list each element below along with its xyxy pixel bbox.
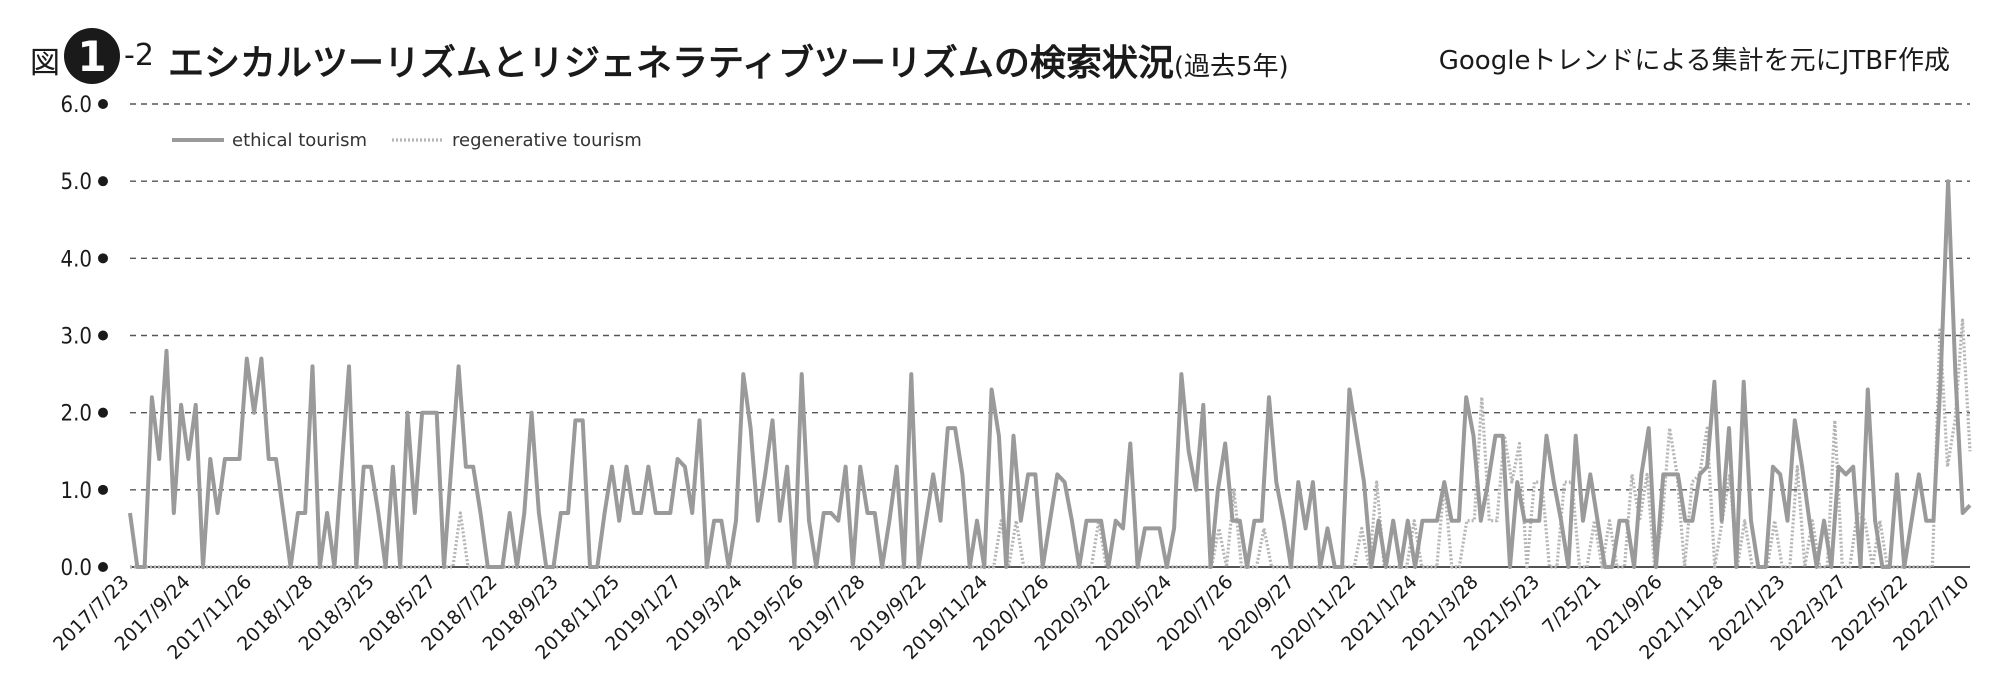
y-tick-dot-1 xyxy=(98,484,108,495)
y-tick-label-5: 5.0 xyxy=(61,170,92,195)
y-tick-dot-2 xyxy=(98,407,108,418)
series-line-ethical xyxy=(128,179,1972,569)
x-axis: 2017/7/232017/9/242017/11/262018/1/28201… xyxy=(49,571,1973,664)
source-note: Googleトレンドによる集計を元にJTBF作成 xyxy=(1438,46,1950,76)
series-line-regenerative xyxy=(130,318,1972,569)
y-tick-dot-3 xyxy=(98,330,108,341)
y-axis: 0.0 1.0 2.0 3.0 4.0 5.0 6.0 xyxy=(61,93,108,581)
series-group xyxy=(128,179,1972,569)
y-tick-dot-5 xyxy=(98,176,108,187)
y-tick-label-0: 0.0 xyxy=(61,556,92,581)
y-tick-dot-4 xyxy=(98,253,108,264)
y-tick-label-6: 6.0 xyxy=(61,93,92,118)
figure-prefix: 図 xyxy=(30,46,60,81)
y-tick-dot-6 xyxy=(98,99,108,109)
y-tick-dot-0 xyxy=(98,562,108,572)
chart-title-text: エシカルツーリズムとリジェネラティブツーリズムの検索状況 xyxy=(168,43,1174,84)
chart-header: 図 1 -2 エシカルツーリズムとリジェネラティブツーリズムの検索状況(過去5年… xyxy=(0,0,2000,95)
figure-number-badge: 1 xyxy=(64,28,120,84)
y-tick-label-1: 1.0 xyxy=(61,479,92,504)
legend-label-regenerative: regenerative tourism xyxy=(452,130,642,151)
figure-suffix: -2 xyxy=(124,38,154,73)
y-tick-label-2: 2.0 xyxy=(61,402,92,427)
chart-title-period: (過去5年) xyxy=(1173,52,1289,82)
y-tick-label-4: 4.0 xyxy=(61,247,92,272)
legend-label-ethical: ethical tourism xyxy=(232,130,367,151)
legend: ethical tourism regenerative tourism xyxy=(172,130,642,151)
y-tick-label-3: 3.0 xyxy=(61,325,92,350)
chart-title: エシカルツーリズムとリジェネラティブツーリズムの検索状況(過去5年) xyxy=(168,34,1289,86)
